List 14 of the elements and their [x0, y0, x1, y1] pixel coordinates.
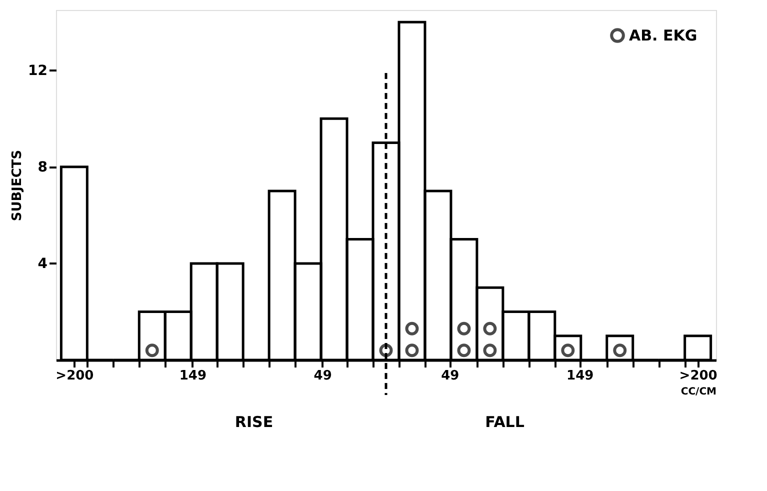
x-axis-title: CC/CM [680, 386, 717, 398]
y-tick-label: 8 [38, 159, 48, 176]
y-tick-label: 12 [28, 62, 48, 79]
text: RISE [234, 413, 274, 431]
x-tick-label: 149 [179, 368, 206, 384]
x-tick-label: >200 [56, 368, 94, 384]
y-tick-label: 4 [38, 256, 48, 272]
x-tick-label: 49 [441, 368, 460, 384]
x-tick-label: 49 [314, 368, 332, 384]
x-tick-label: >200 [679, 368, 718, 384]
text: FALL [485, 413, 525, 431]
legend-label: AB. EKG [629, 26, 698, 44]
y-axis-title: SUBJECTS [10, 150, 26, 222]
x-tick-label: 149 [566, 368, 594, 384]
